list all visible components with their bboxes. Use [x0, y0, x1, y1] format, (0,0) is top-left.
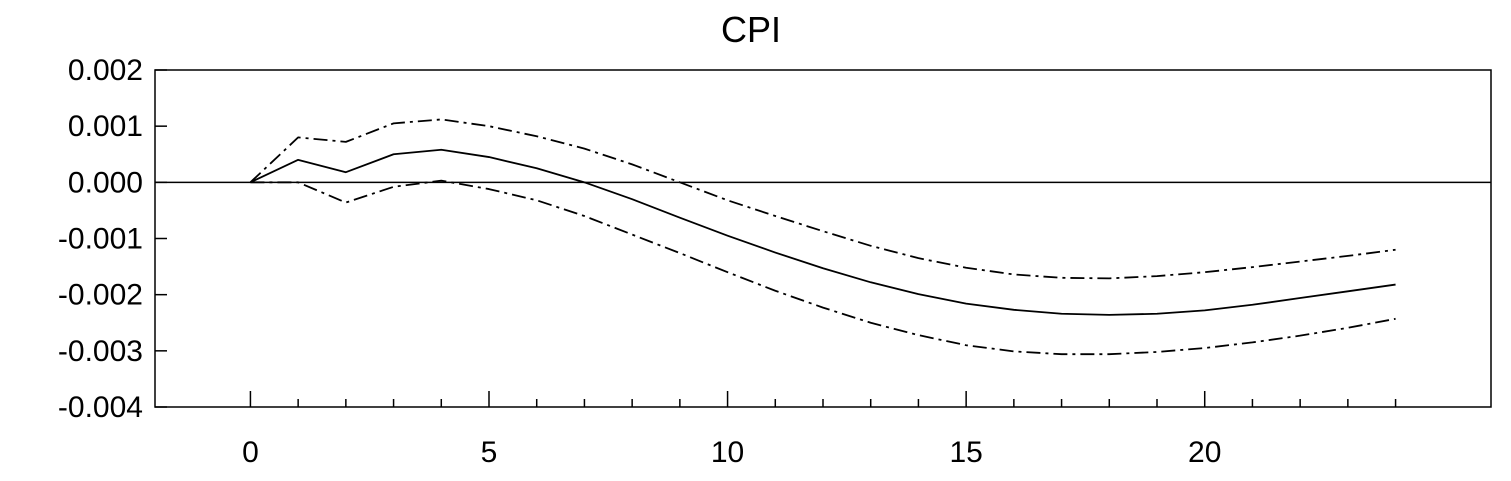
data-point-upper-band — [965, 267, 967, 269]
data-point-lower-band — [440, 180, 442, 182]
data-point-upper-band — [870, 245, 872, 247]
series-line-lower-band — [250, 179, 1396, 356]
data-point-lower-band — [870, 322, 872, 324]
data-point-response — [1299, 297, 1301, 299]
data-point-upper-band — [631, 164, 633, 166]
chart-title: CPI — [721, 9, 781, 50]
series-line-upper-band — [249, 118, 1396, 280]
y-tick-label: -0.003 — [58, 335, 143, 368]
data-point-upper-band — [584, 148, 586, 150]
data-point-response — [1156, 313, 1158, 315]
data-point-response — [536, 167, 538, 169]
x-tick-label: 20 — [1188, 436, 1221, 469]
data-point-upper-band — [1204, 271, 1206, 273]
y-tick-label: 0.002 — [68, 54, 143, 87]
data-point-response — [918, 293, 920, 295]
data-point-lower-band — [774, 290, 776, 292]
data-point-response — [297, 159, 299, 161]
data-point-upper-band — [536, 135, 538, 137]
data-point-lower-band — [1299, 335, 1301, 337]
data-point-lower-band — [488, 188, 490, 190]
data-point-response — [1347, 290, 1349, 292]
data-point-response — [1061, 313, 1063, 315]
data-point-lower-band — [1156, 351, 1158, 353]
data-point-response — [1204, 310, 1206, 312]
data-point-lower-band — [1108, 353, 1110, 355]
data-point-response — [1395, 284, 1397, 286]
data-point-upper-band — [822, 230, 824, 232]
data-point-response — [393, 153, 395, 155]
data-point-upper-band — [1347, 255, 1349, 257]
data-point-lower-band — [822, 307, 824, 309]
data-point-upper-band — [297, 137, 299, 139]
data-point-response — [727, 235, 729, 237]
data-point-upper-band — [345, 141, 347, 143]
data-point-upper-band — [1108, 278, 1110, 280]
data-point-response — [774, 252, 776, 254]
data-point-lower-band — [584, 215, 586, 217]
data-point-lower-band — [1252, 342, 1254, 344]
data-point-response — [488, 156, 490, 158]
data-point-response — [1252, 304, 1254, 306]
y-tick-label: -0.001 — [58, 223, 143, 256]
x-axis: 0 5 10 15 20 — [242, 391, 1397, 469]
x-tick-label: 5 — [481, 436, 498, 469]
data-point-response — [870, 282, 872, 284]
series-layer — [249, 118, 1397, 356]
data-point-response — [440, 149, 442, 151]
series-lower-band — [250, 179, 1397, 356]
data-point-upper-band — [1395, 249, 1397, 251]
data-point-lower-band — [536, 200, 538, 202]
x-tick-label: 10 — [711, 436, 744, 469]
data-point-lower-band — [679, 252, 681, 254]
y-axis: 0.002 0.001 0.000 -0.001 -0.002 -0.003 -0.004 — [58, 54, 167, 424]
series-response — [250, 148, 1397, 316]
data-point-lower-band — [297, 182, 299, 184]
x-tick-label: 15 — [949, 436, 982, 469]
data-point-response — [345, 171, 347, 173]
data-point-upper-band — [774, 215, 776, 217]
data-point-lower-band — [631, 234, 633, 236]
x-tick-label: 0 — [242, 436, 259, 469]
data-point-upper-band — [1013, 274, 1015, 276]
data-point-upper-band — [679, 182, 681, 184]
data-point-response — [584, 182, 586, 184]
data-point-upper-band — [393, 123, 395, 125]
data-point-lower-band — [1347, 327, 1349, 329]
y-tick-label: 0.000 — [68, 166, 143, 199]
series-line-response — [250, 148, 1396, 316]
data-point-lower-band — [727, 271, 729, 273]
data-point-upper-band — [488, 125, 490, 127]
data-point-response — [822, 267, 824, 269]
data-point-upper-band — [727, 200, 729, 202]
data-point-upper-band — [1299, 261, 1301, 263]
data-point-response — [1013, 309, 1015, 311]
data-point-upper-band — [440, 119, 442, 121]
data-point-upper-band — [1156, 275, 1158, 277]
y-tick-label: -0.002 — [58, 279, 143, 312]
data-point-lower-band — [918, 334, 920, 336]
data-point-lower-band — [1204, 347, 1206, 349]
data-point-response — [679, 217, 681, 219]
data-point-upper-band — [1252, 266, 1254, 268]
data-point-lower-band — [1061, 353, 1063, 355]
data-point-upper-band — [1061, 277, 1063, 279]
series-upper-band — [249, 118, 1397, 280]
data-point-lower-band — [250, 182, 252, 184]
plot-frame — [154, 69, 1492, 408]
data-point-lower-band — [393, 186, 395, 188]
data-point-lower-band — [1013, 351, 1015, 353]
y-tick-label: -0.004 — [58, 391, 143, 424]
data-point-lower-band — [345, 202, 347, 204]
data-point-lower-band — [1395, 318, 1397, 320]
data-point-upper-band — [918, 257, 920, 259]
data-point-response — [1108, 314, 1110, 316]
data-point-response — [631, 198, 633, 200]
data-point-lower-band — [965, 344, 967, 346]
y-tick-label: 0.001 — [68, 110, 143, 143]
data-point-response — [965, 303, 967, 305]
